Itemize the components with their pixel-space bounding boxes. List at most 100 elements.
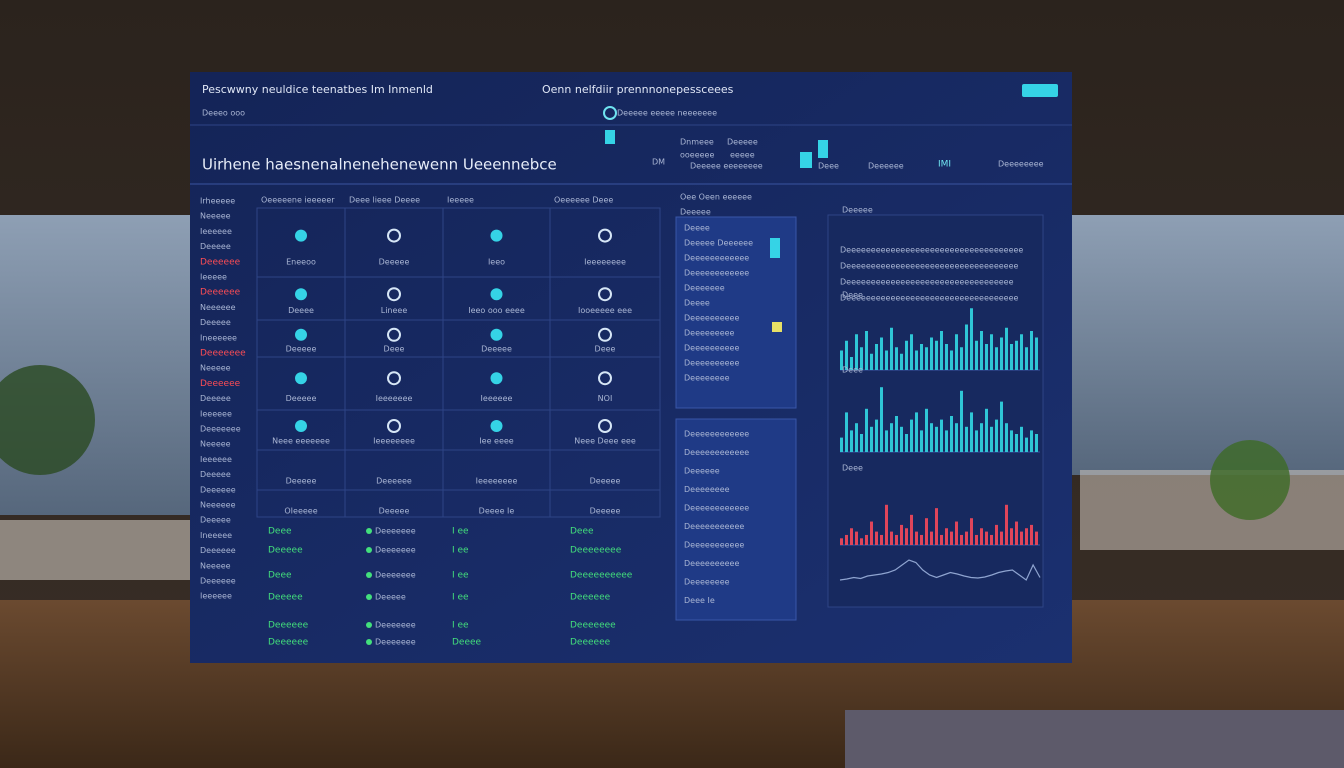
bar — [935, 508, 938, 545]
list-item: Deeeeee — [570, 593, 611, 603]
sidebar-item: Neeeeee — [200, 501, 236, 510]
status-icon — [605, 130, 615, 144]
cell-text: Deeeee — [286, 477, 317, 486]
column-header: Oeeeeene ieeeeer — [261, 196, 335, 205]
cell-text: Eneeoo — [286, 257, 316, 266]
sidebar-item: Deeeee — [200, 470, 231, 479]
bar — [945, 344, 948, 370]
cell-icon — [295, 288, 307, 301]
header-caption: Deeeo ooo — [202, 109, 245, 118]
cell-text: Ieeeeeeee — [584, 257, 626, 266]
list-item: I ee — [452, 621, 469, 631]
box-line: Deeeeeeeeeeee — [684, 448, 749, 457]
bar — [875, 344, 878, 370]
bar — [935, 340, 938, 370]
cell-text: Ieeeeee — [481, 394, 513, 403]
cell-icon — [295, 328, 307, 341]
box-line: Deeeee Deeeeee — [684, 239, 753, 248]
status-item: Deeeeeeee — [998, 160, 1044, 169]
sidebar-item: Deeeeeee — [200, 425, 241, 434]
cell-text: Ieeo — [488, 257, 505, 266]
column-header: Oeeeeee Deee — [554, 196, 613, 205]
cell-text: Deeee — [288, 306, 314, 315]
cell-text: Iee eeee — [479, 437, 514, 446]
sidebar-item: Neeeee — [200, 364, 231, 373]
chart-box — [827, 214, 1044, 608]
bar — [950, 350, 953, 370]
bar — [1015, 434, 1018, 452]
list-item: Deee — [570, 527, 594, 537]
window — [1072, 215, 1344, 475]
list-icon — [366, 528, 372, 534]
bar — [920, 344, 923, 370]
bar — [1030, 430, 1033, 452]
cell-text: Ieeo ooo eeee — [468, 306, 525, 315]
bar — [1000, 401, 1003, 452]
cell-icon — [598, 228, 612, 243]
bar — [995, 347, 998, 370]
status-item: Deeeee eeeeeeee — [690, 162, 763, 171]
bar — [865, 408, 868, 452]
bar — [865, 331, 868, 370]
cell-text: Ieeeeeee — [376, 394, 413, 403]
list-item: Deeeeee — [268, 621, 309, 631]
status-item: Dnmeee — [680, 138, 714, 147]
chart-label: Deee — [842, 464, 863, 473]
cell-icon — [598, 327, 612, 342]
bar — [885, 350, 888, 370]
list-item: Deeeeeee — [375, 638, 416, 647]
box-line: Deeeeeeee — [684, 374, 730, 383]
list-item: I ee — [452, 593, 469, 603]
cell-icon — [490, 372, 503, 385]
bar — [930, 531, 933, 545]
sidebar-item: Ineeeeee — [200, 333, 237, 342]
section-title: Oee Oeen eeeeee — [680, 193, 752, 202]
list-icon — [366, 547, 372, 553]
bar — [955, 423, 958, 452]
bar — [855, 334, 858, 370]
bar — [950, 416, 953, 452]
box-line: Deeeeeeeeeeee — [684, 254, 749, 263]
bar — [840, 538, 843, 545]
list-item: Deeeeeeeeee — [570, 571, 633, 581]
status-icon — [603, 106, 617, 120]
cell-icon — [490, 288, 503, 301]
sidebar-item: Ieeeee — [200, 273, 227, 282]
bar — [845, 340, 848, 370]
sidebar-item: Ieeeeee — [200, 227, 232, 236]
bar — [965, 324, 968, 370]
bar — [915, 412, 918, 452]
box-line: Deeee — [684, 299, 710, 308]
bar — [970, 308, 973, 370]
list-item: Deeeee — [268, 593, 303, 603]
chart-label: Deee — [842, 291, 863, 300]
box-line: Deeeeeeeeeee — [684, 541, 744, 550]
bar — [930, 423, 933, 452]
cell-text: Deeee Ie — [479, 507, 515, 516]
sidebar-item: Deeeeeee — [200, 349, 246, 359]
sidebar-item: Deeeeee — [200, 577, 236, 586]
box-line: Deeeeeeeeee — [684, 314, 739, 323]
cell-icon — [387, 371, 401, 386]
cell-text: Deeeee — [379, 507, 410, 516]
bar — [885, 430, 888, 452]
bar — [1000, 531, 1003, 545]
cell-text: Iooeeeee eee — [578, 306, 632, 315]
sidebar-item: Ieeeeee — [200, 455, 232, 464]
sidebar-item: Deeeeee — [200, 546, 236, 555]
bar — [990, 334, 993, 370]
bar — [875, 419, 878, 452]
bar — [935, 426, 938, 452]
cell-icon — [598, 287, 612, 302]
column-header: Ieeeee — [447, 196, 474, 205]
list-item: Deeeeeee — [375, 546, 416, 555]
bar — [880, 387, 883, 452]
box-icon — [772, 322, 782, 332]
cell-text: Deeeee — [590, 477, 621, 486]
cell-icon — [295, 372, 307, 385]
bar — [860, 538, 863, 545]
cell-text: Ieeeeeeee — [476, 477, 518, 486]
menu-button[interactable] — [1022, 84, 1058, 97]
bar — [970, 518, 973, 545]
bar — [915, 531, 918, 545]
